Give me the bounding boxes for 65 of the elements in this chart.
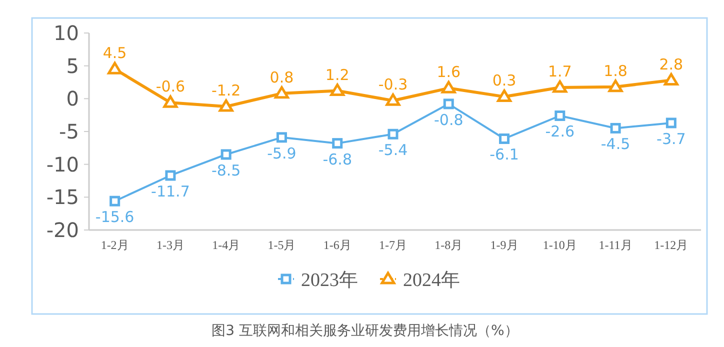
point [220, 149, 232, 160]
point [664, 73, 678, 86]
x-tick-label: 1-8月 [434, 238, 463, 252]
data-label: -5.9 [267, 144, 296, 162]
data-label: -0.8 [434, 110, 464, 129]
y-tick-label: -10 [46, 152, 79, 176]
point [499, 133, 510, 144]
data-label: 2.8 [659, 55, 684, 74]
data-label: -5.4 [378, 141, 408, 160]
x-tick-label: 1-4月 [212, 238, 240, 252]
x-tick-label: 1-7月 [379, 238, 407, 252]
data-label: -11.7 [151, 182, 190, 200]
point [274, 86, 289, 99]
data-label: -6.8 [322, 150, 352, 168]
x-tick-label: 1-2月 [100, 238, 129, 252]
data-label: 4.5 [102, 44, 127, 62]
data-label: 1.8 [604, 62, 628, 80]
x-tick-label: 1-12月 [654, 238, 688, 252]
point [666, 118, 676, 128]
data-label: -15.6 [95, 208, 134, 226]
y-tick-label: 10 [54, 21, 79, 45]
point [276, 132, 287, 143]
data-label: -4.5 [600, 135, 630, 154]
data-label: 1.2 [325, 66, 350, 84]
y-tick-label: -20 [46, 218, 79, 242]
data-label: 1.7 [548, 62, 572, 81]
data-label: 1.6 [436, 63, 461, 82]
data-label: -1.2 [211, 82, 241, 100]
point [386, 93, 400, 106]
x-tick-label: 1-9月 [490, 238, 518, 252]
data-label: -0.6 [156, 78, 186, 96]
point [554, 110, 566, 121]
point [163, 95, 178, 108]
data-label: -2.6 [545, 122, 575, 141]
point [108, 62, 122, 74]
data-label: -6.1 [490, 146, 519, 164]
point [610, 122, 621, 134]
point [608, 80, 623, 92]
y-tick-label: 5 [66, 54, 79, 78]
data-label: -0.3 [378, 76, 408, 94]
point [443, 98, 454, 110]
point [165, 170, 176, 181]
point [330, 84, 345, 96]
x-tick-label: 1-6月 [323, 238, 352, 252]
legend-label: 2024年 [403, 270, 460, 291]
point [388, 128, 398, 140]
x-tick-label: 1-5月 [268, 238, 296, 252]
point [441, 80, 456, 94]
legend-label: 2023年 [301, 270, 358, 291]
point [218, 99, 234, 112]
point [332, 138, 343, 149]
point [552, 80, 568, 93]
x-tick-label: 1-10月 [542, 238, 577, 252]
data-label: 0.8 [270, 68, 294, 86]
x-tick-label: 1-11月 [598, 238, 632, 252]
data-label: -3.7 [656, 130, 686, 148]
point [110, 196, 120, 206]
text: 图3 互联网和相关服务业研发费用增长情况（%） [212, 323, 518, 339]
y-tick-label: 0 [66, 86, 79, 111]
data-label: 0.3 [492, 72, 516, 90]
data-label: -8.5 [211, 161, 241, 180]
point [497, 89, 512, 102]
x-tick-label: 1-3月 [156, 238, 184, 252]
y-tick-label: -15 [46, 185, 79, 210]
y-tick-label: -5 [59, 120, 79, 144]
